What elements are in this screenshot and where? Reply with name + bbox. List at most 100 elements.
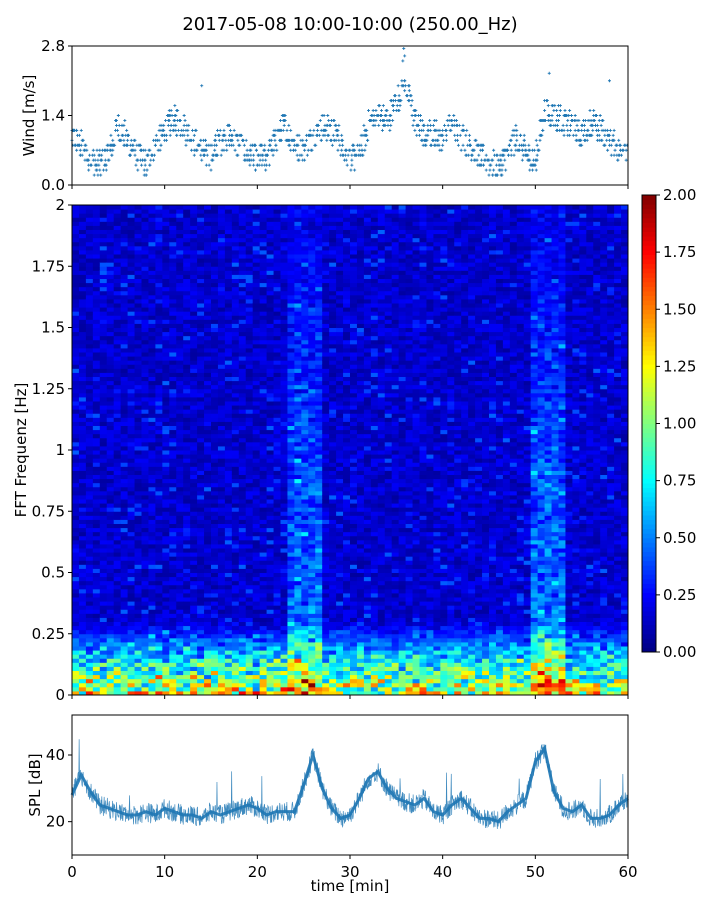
spectrogram-cell [231,552,240,557]
spectrogram-cell [245,323,254,328]
spectrogram-cell [176,356,184,361]
spectrogram-cell [134,666,142,671]
spectrogram-cell [238,249,247,255]
spectrogram-cell [204,605,212,610]
spectrogram-cell [148,617,156,622]
wind-point [175,133,179,137]
wind-point [353,148,357,152]
spectrogram-cell [204,380,212,386]
spectrogram-cell [92,503,101,508]
spectrogram-cell [204,584,212,590]
spectrogram-cell [183,637,191,643]
wind-point [225,143,229,147]
spectrogram-cell [85,458,94,463]
wind-point [236,138,240,142]
spectrogram-cell [266,650,275,655]
spectrogram-cell [217,511,226,516]
spectrogram-cell [78,437,87,443]
spectrogram-cell [176,392,184,398]
spectrogram-cell [120,368,129,373]
spectrogram-cell [134,205,142,210]
spectrogram-cell [127,233,136,239]
spectrogram-cell [211,535,219,541]
wind-point [515,128,519,132]
spectrogram-cell [176,441,184,447]
spectrogram-cell [169,209,177,214]
spectrogram-cell [141,511,149,516]
spectrogram-cell [259,670,268,676]
spectrogram-cell [155,588,163,594]
spectrogram-cell [280,597,288,602]
spectrogram-cell [252,343,261,349]
spectrogram-cell [169,543,177,549]
wind-point [472,148,476,152]
spectrogram-cell [176,486,184,492]
wind-point [424,143,428,147]
spectrogram-cell [134,494,142,500]
spectrogram-cell [78,466,87,471]
spectrogram-cell [204,356,212,361]
spectrogram-cell [72,637,80,643]
spectrogram-cell [148,482,156,488]
wind-point [350,153,354,157]
spectrogram-cell [127,433,136,439]
spectrogram-cell [280,319,288,324]
spectrogram-cell [252,254,261,259]
spectrogram-cell [127,629,136,635]
spectrogram-cell [224,356,233,361]
wind-point [257,163,261,167]
spectrogram-cell [106,262,115,267]
spectrogram-cell [113,584,122,590]
spectrogram-cell [169,274,177,279]
spectrogram-cell [217,564,226,569]
spectrogram-cell [190,425,198,431]
spectrogram-cell [134,311,142,316]
spectrogram-cell [252,241,261,247]
spectrogram-cell [162,666,170,671]
spectrogram-cell [197,209,205,214]
spectrogram-cell [190,494,198,500]
spectrogram-cell [231,678,240,684]
wind-point [455,138,459,142]
spectrogram-cell [120,433,129,439]
spectrogram-cell [169,658,177,663]
spectrogram-cell [141,568,149,573]
spectrogram-cell [190,556,198,561]
spectrogram-cell [231,462,240,467]
spectrogram-cell [211,515,219,520]
spectrogram-cell [266,413,275,418]
spectrogram-cell [162,278,170,284]
spectrogram-cell [162,392,170,398]
spectrogram-cell [231,515,240,520]
spectrogram-cell [211,666,219,671]
spectrogram-cell [127,229,136,235]
wind-point [500,168,504,172]
spectrogram-cell [204,388,212,394]
spectrogram-cell [127,425,136,431]
spectrogram-cell [113,478,122,484]
spectrogram-cell [238,315,247,320]
spectrogram-cell [113,270,122,275]
spectrogram-cell [155,470,163,475]
wind-point [162,128,166,132]
wind-point [405,94,409,98]
spectrogram-cell [245,503,254,508]
spectrogram-cell [231,417,240,422]
spectrogram-cell [280,213,288,218]
wind-point [441,128,445,132]
spectrogram-cell [224,576,233,582]
spectrogram-cell [176,303,184,308]
wind-point [566,128,570,132]
spectrogram-cell [190,625,198,631]
spectrogram-cell [155,592,163,598]
spectrogram-cell [245,482,254,488]
spectrogram-cell [217,323,226,328]
wind-y-tick-label: 0.0 [41,176,65,194]
spectrogram-cell [141,347,149,353]
spectrogram-cell [217,237,226,243]
spectrogram-cell [231,229,240,235]
spectrogram-cell [85,535,94,541]
spectrogram-cell [169,319,177,324]
spectrogram-cell [141,629,149,635]
spectrogram-cell [259,319,268,324]
